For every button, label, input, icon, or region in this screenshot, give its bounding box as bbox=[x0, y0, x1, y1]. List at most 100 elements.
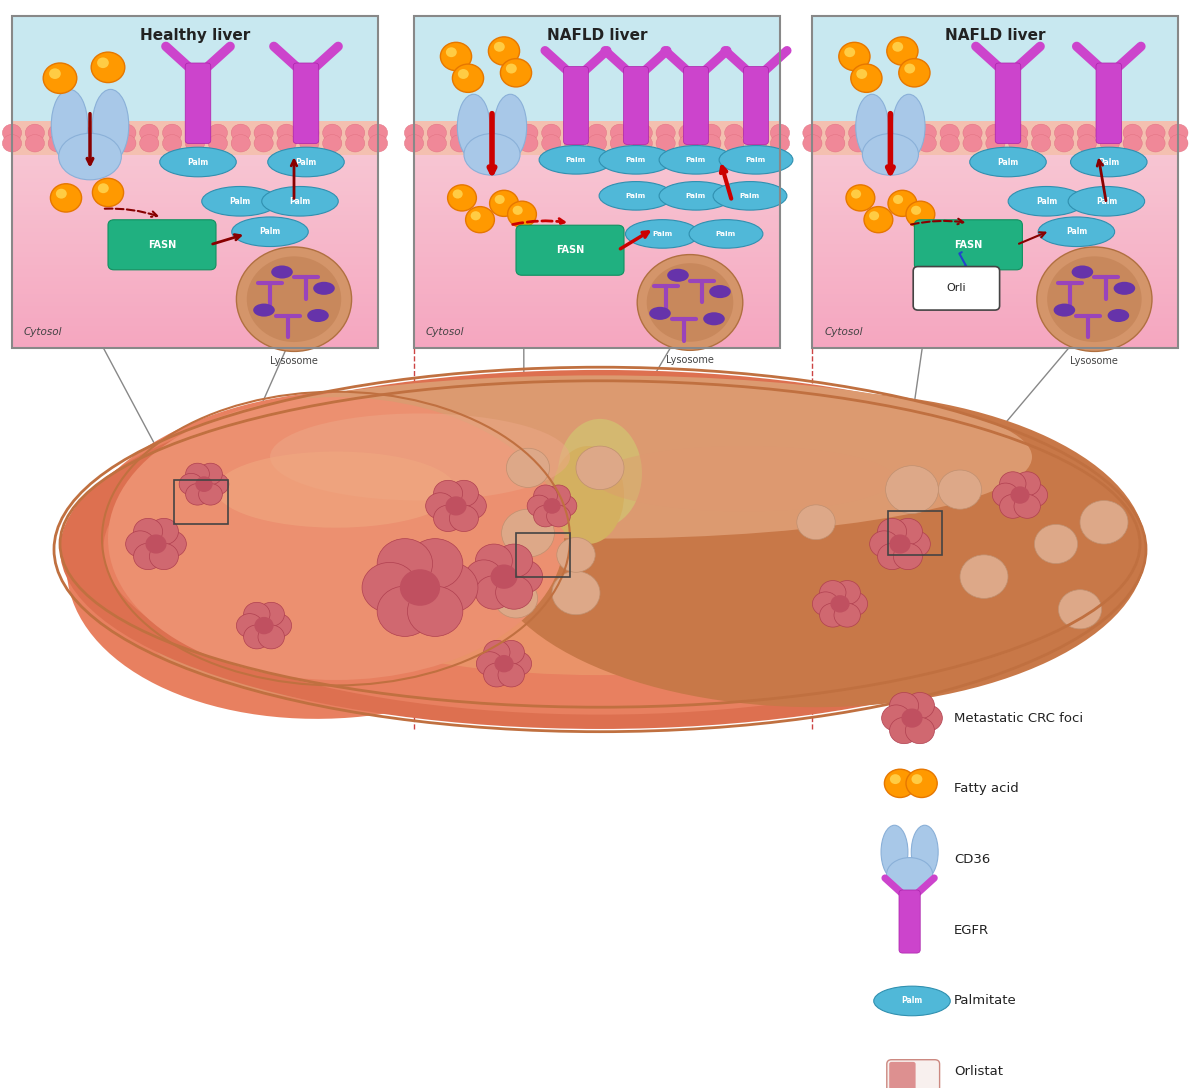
Bar bbox=[12, 153, 378, 159]
Text: Palm: Palm bbox=[626, 193, 646, 199]
Circle shape bbox=[323, 135, 342, 152]
Circle shape bbox=[587, 124, 606, 141]
Circle shape bbox=[611, 124, 630, 141]
Circle shape bbox=[116, 124, 136, 141]
Circle shape bbox=[869, 211, 880, 220]
Circle shape bbox=[512, 206, 523, 215]
Text: Palm: Palm bbox=[289, 197, 311, 206]
Bar bbox=[812, 289, 1178, 295]
Circle shape bbox=[277, 135, 296, 152]
Bar bbox=[812, 211, 1178, 217]
Bar bbox=[414, 121, 780, 156]
Bar bbox=[12, 257, 378, 262]
Circle shape bbox=[882, 705, 911, 731]
Circle shape bbox=[232, 135, 251, 152]
Circle shape bbox=[407, 539, 463, 589]
Ellipse shape bbox=[539, 146, 613, 174]
Bar bbox=[812, 285, 1178, 290]
Text: Orli: Orli bbox=[947, 283, 966, 294]
Ellipse shape bbox=[599, 182, 673, 210]
Circle shape bbox=[679, 135, 698, 152]
Bar bbox=[812, 146, 1178, 150]
Bar bbox=[414, 16, 780, 143]
Circle shape bbox=[552, 571, 600, 615]
Circle shape bbox=[1014, 472, 1040, 496]
Ellipse shape bbox=[649, 307, 671, 320]
Circle shape bbox=[450, 135, 469, 152]
Circle shape bbox=[433, 480, 463, 507]
Bar bbox=[12, 141, 378, 147]
Ellipse shape bbox=[659, 182, 733, 210]
Text: Palmitate: Palmitate bbox=[954, 994, 1016, 1007]
Circle shape bbox=[576, 446, 624, 490]
FancyBboxPatch shape bbox=[625, 67, 647, 144]
Circle shape bbox=[205, 473, 229, 495]
Circle shape bbox=[244, 603, 270, 627]
Circle shape bbox=[1100, 135, 1120, 152]
Ellipse shape bbox=[216, 452, 456, 528]
Circle shape bbox=[901, 531, 930, 557]
Ellipse shape bbox=[1068, 186, 1145, 217]
Ellipse shape bbox=[144, 544, 984, 718]
FancyBboxPatch shape bbox=[900, 891, 919, 952]
Bar bbox=[12, 227, 378, 233]
Bar bbox=[12, 277, 378, 282]
Circle shape bbox=[1055, 135, 1074, 152]
Bar bbox=[414, 338, 780, 344]
Bar bbox=[812, 326, 1178, 332]
Bar bbox=[812, 277, 1178, 282]
Bar bbox=[12, 343, 378, 348]
Circle shape bbox=[894, 518, 923, 545]
Circle shape bbox=[445, 496, 467, 516]
Bar bbox=[414, 314, 780, 320]
Ellipse shape bbox=[881, 825, 908, 879]
Circle shape bbox=[889, 717, 919, 744]
Circle shape bbox=[494, 655, 514, 672]
Ellipse shape bbox=[59, 134, 121, 180]
Circle shape bbox=[2, 124, 22, 141]
Bar bbox=[414, 190, 780, 196]
Circle shape bbox=[1009, 135, 1028, 152]
Circle shape bbox=[547, 505, 570, 527]
Circle shape bbox=[889, 692, 919, 719]
Bar bbox=[414, 273, 780, 279]
Circle shape bbox=[139, 135, 158, 152]
Ellipse shape bbox=[911, 825, 938, 879]
Circle shape bbox=[899, 59, 930, 87]
Bar bbox=[12, 207, 378, 212]
Circle shape bbox=[186, 124, 204, 141]
Circle shape bbox=[871, 124, 890, 141]
Circle shape bbox=[870, 531, 899, 557]
Circle shape bbox=[473, 135, 492, 152]
Circle shape bbox=[857, 69, 868, 79]
Circle shape bbox=[587, 135, 606, 152]
Circle shape bbox=[404, 135, 424, 152]
Circle shape bbox=[162, 135, 181, 152]
Bar bbox=[174, 481, 228, 524]
Circle shape bbox=[913, 705, 942, 731]
Ellipse shape bbox=[856, 95, 888, 159]
Ellipse shape bbox=[874, 986, 950, 1016]
Ellipse shape bbox=[970, 147, 1046, 177]
Text: EGFR: EGFR bbox=[954, 924, 989, 937]
FancyBboxPatch shape bbox=[516, 225, 624, 275]
Bar bbox=[414, 183, 780, 188]
Circle shape bbox=[157, 531, 186, 557]
Ellipse shape bbox=[594, 446, 894, 511]
Circle shape bbox=[494, 41, 505, 52]
Bar bbox=[414, 170, 780, 175]
Circle shape bbox=[71, 124, 90, 141]
Bar bbox=[414, 199, 780, 205]
Circle shape bbox=[1000, 494, 1026, 518]
FancyBboxPatch shape bbox=[684, 66, 708, 145]
Circle shape bbox=[647, 263, 733, 342]
Bar bbox=[12, 285, 378, 290]
Bar bbox=[414, 289, 780, 295]
Circle shape bbox=[323, 124, 342, 141]
Bar bbox=[12, 232, 378, 237]
Circle shape bbox=[901, 708, 923, 728]
FancyBboxPatch shape bbox=[889, 1062, 916, 1088]
Bar bbox=[812, 215, 1178, 221]
Bar bbox=[812, 301, 1178, 307]
Text: Palm: Palm bbox=[716, 231, 736, 237]
